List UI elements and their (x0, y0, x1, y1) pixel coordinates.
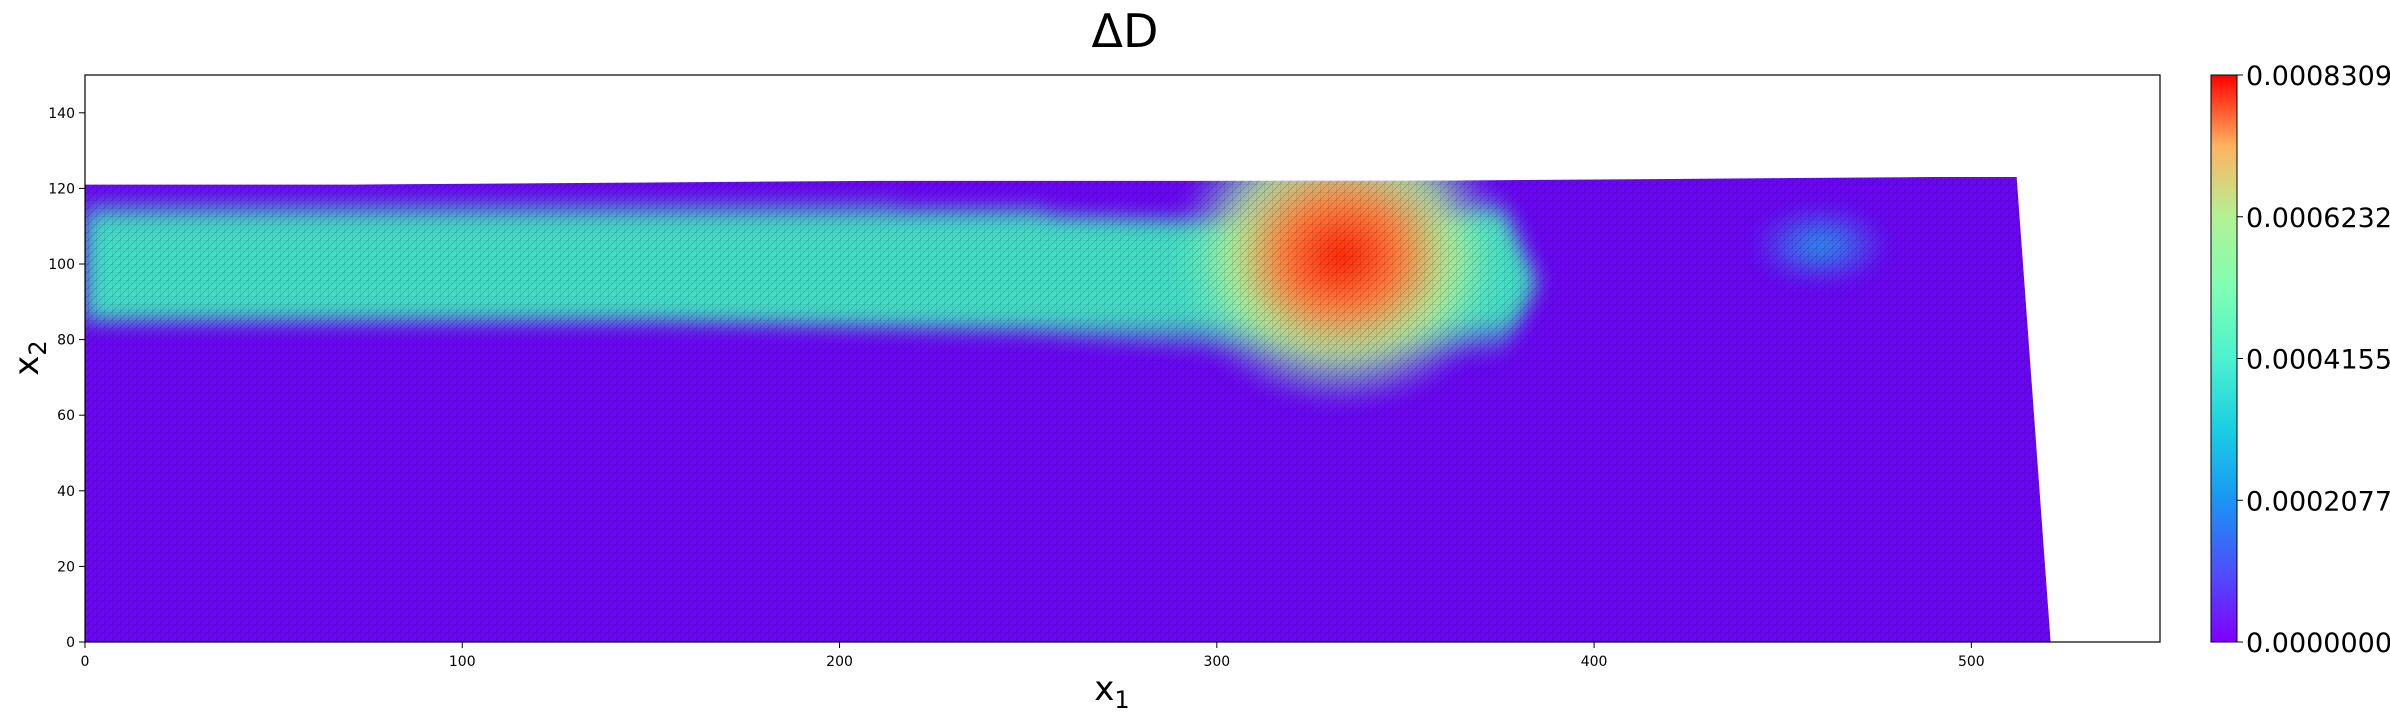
y-axis-label-main: x (7, 356, 47, 376)
y-tick-label: 20 (57, 559, 75, 575)
x-tick-label: 200 (826, 654, 853, 670)
colorbar-tick-label: 0.0002077 (2246, 486, 2390, 517)
x-axis-label: x1 (1094, 669, 1129, 713)
colorbar (2210, 74, 2238, 643)
y-axis-ticks: 0 20 40 60 80 100 120 140 (48, 106, 85, 651)
colorbar-ticks: 0.0000000 0.0002077 0.0004155 0.0006232 0.00… (2237, 61, 2390, 659)
y-tick-label: 60 (57, 408, 75, 424)
heatmap-field (85, 177, 2051, 642)
plot-frame (84, 74, 2161, 643)
x-axis-ticks: 0 100 200 300 400 500 (81, 642, 1985, 670)
y-tick-label: 40 (57, 484, 75, 500)
y-axis-label: x2 (7, 340, 52, 375)
x-tick-label: 300 (1203, 654, 1230, 670)
y-tick-label: 0 (66, 635, 75, 651)
colorbar-tick-label: 0.0006232 (2246, 203, 2390, 234)
colorbar-tick-label: 0.0008309 (2246, 61, 2390, 92)
y-tick-label: 140 (48, 106, 75, 122)
mesh-overlay (85, 177, 2051, 642)
x-axis-label-main: x (1094, 669, 1114, 709)
x-tick-label: 100 (449, 654, 476, 670)
y-axis-label-subscript: 2 (24, 340, 52, 355)
y-tick-label: 80 (57, 333, 75, 349)
x-tick-label: 400 (1581, 654, 1608, 670)
x-axis-label-subscript: 1 (1114, 686, 1129, 713)
chart-title: ΔD (1091, 4, 1159, 58)
y-tick-label: 100 (48, 257, 75, 273)
y-tick-label: 120 (48, 181, 75, 197)
x-tick-label: 0 (81, 654, 90, 670)
x-tick-label: 500 (1958, 654, 1985, 670)
colorbar-tick-label: 0.0000000 (2246, 628, 2390, 659)
colorbar-tick-label: 0.0004155 (2246, 345, 2390, 376)
